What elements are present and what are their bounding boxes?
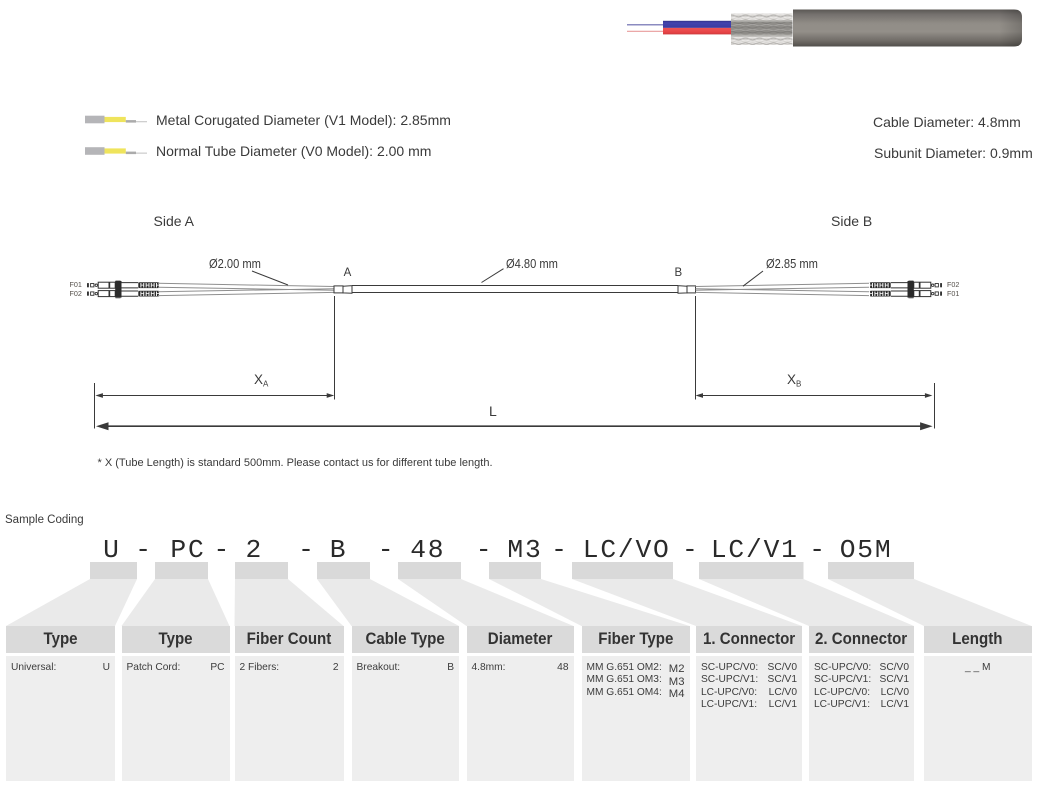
svg-text:HHHH: HHHH xyxy=(140,282,161,289)
svg-text:HHHH: HHHH xyxy=(140,291,161,298)
